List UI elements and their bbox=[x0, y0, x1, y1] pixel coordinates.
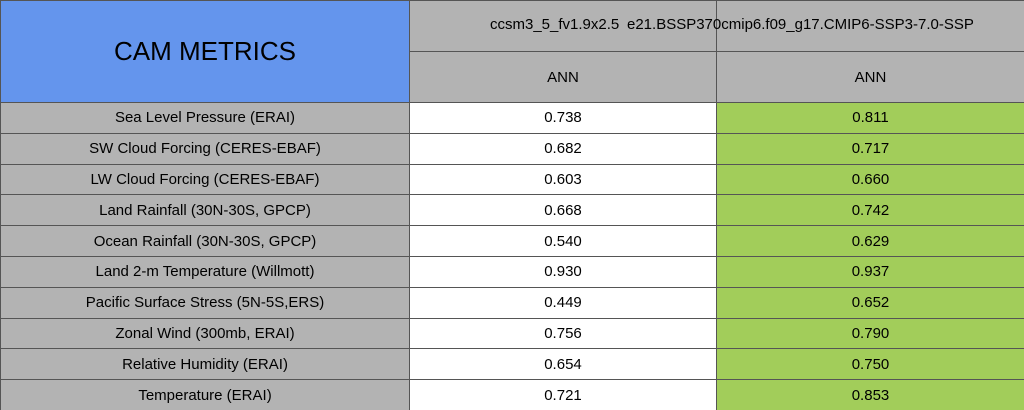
metric-value: 0.930 bbox=[409, 256, 717, 288]
title-cell: CAM METRICS bbox=[0, 0, 410, 103]
metric-name: Zonal Wind (300mb, ERAI) bbox=[0, 317, 410, 350]
metric-value: 0.738 bbox=[409, 102, 717, 134]
metric-name: Land Rainfall (30N-30S, GPCP) bbox=[0, 194, 410, 227]
metric-value: 0.742 bbox=[716, 194, 1024, 227]
metric-value: 0.603 bbox=[409, 163, 717, 196]
metric-value: 0.937 bbox=[716, 256, 1024, 288]
metric-value: 0.682 bbox=[409, 132, 717, 165]
title: CAM METRICS bbox=[114, 36, 296, 66]
metric-name: Relative Humidity (ERAI) bbox=[0, 348, 410, 381]
metric-value: 0.811 bbox=[716, 102, 1024, 134]
metric-value: 0.668 bbox=[409, 194, 717, 227]
period: ANN bbox=[547, 68, 579, 86]
metric-name: Temperature (ERAI) bbox=[0, 379, 410, 410]
metric-name: Pacific Surface Stress (5N-5S,ERS) bbox=[0, 286, 410, 319]
column-name: e21.BSSP370cmip6.f09_g17.CMIP6-SSP3-7.0-… bbox=[627, 16, 974, 33]
metric-value: 0.540 bbox=[409, 225, 717, 257]
period-cell: ANN bbox=[716, 51, 1024, 103]
metric-value: 0.660 bbox=[716, 163, 1024, 196]
metric-value: 0.652 bbox=[716, 286, 1024, 319]
metric-value: 0.717 bbox=[716, 132, 1024, 165]
metric-value: 0.654 bbox=[409, 348, 717, 381]
header-cell bbox=[409, 0, 717, 52]
metric-value: 0.790 bbox=[716, 317, 1024, 350]
period-cell: ANN bbox=[409, 51, 717, 103]
metric-value: 0.750 bbox=[716, 348, 1024, 381]
metric-name: LW Cloud Forcing (CERES-EBAF) bbox=[0, 163, 410, 196]
metric-name: SW Cloud Forcing (CERES-EBAF) bbox=[0, 132, 410, 165]
metric-value: 0.629 bbox=[716, 225, 1024, 257]
metric-name: Ocean Rainfall (30N-30S, GPCP) bbox=[0, 225, 410, 257]
column-name: ccsm3_5_fv1.9x2.5 bbox=[490, 16, 620, 33]
metric-name: Sea Level Pressure (ERAI) bbox=[0, 102, 410, 134]
metric-value: 0.853 bbox=[716, 379, 1024, 410]
metric-value: 0.721 bbox=[409, 379, 717, 410]
header-cell bbox=[716, 0, 1024, 52]
metric-name: Land 2-m Temperature (Willmott) bbox=[0, 256, 410, 288]
metric-value: 0.449 bbox=[409, 286, 717, 319]
period: ANN bbox=[854, 68, 887, 86]
metric-value: 0.756 bbox=[409, 317, 717, 350]
